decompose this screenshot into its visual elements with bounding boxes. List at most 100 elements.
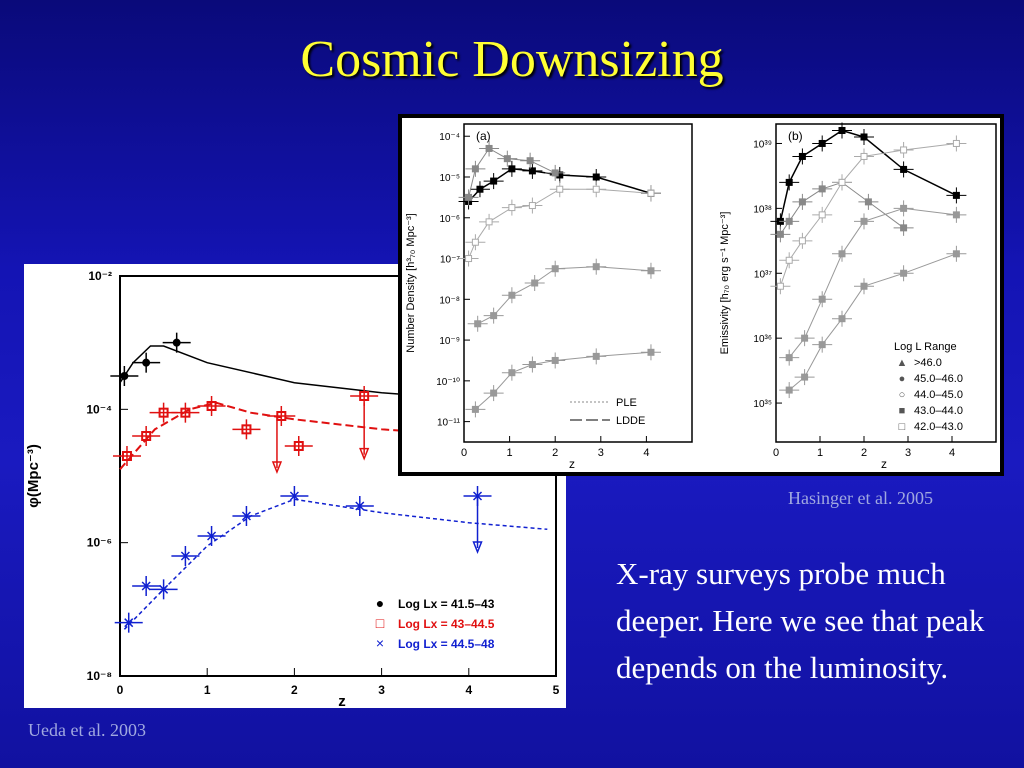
caption-ueda: Ueda et al. 2003	[28, 720, 146, 740]
ueda-xtick-label: 2	[291, 683, 298, 697]
panel-a-point	[528, 202, 536, 210]
panel-b-point	[776, 282, 784, 290]
panel-a-label: (a)	[476, 129, 491, 143]
panel-b-point	[900, 204, 908, 212]
panel-a-point	[490, 312, 498, 320]
ueda-point	[172, 338, 181, 347]
panel-a-point	[465, 193, 473, 201]
panel-a-point	[551, 265, 559, 273]
ueda-ytick-label: 10⁻⁴	[86, 402, 112, 416]
ueda-ytick-label: 10⁻⁶	[87, 536, 112, 550]
panel-b-point	[798, 152, 806, 160]
ueda-chart: 0 1 2 3 4 5 10⁻² 10⁻⁴ 10⁻⁶ 10⁻⁸ z φ(Mpc⁻³) ● Log L…	[25, 269, 560, 710]
panel-b-point	[952, 250, 960, 258]
panel-b-ytick-label: 10³⁵	[753, 399, 772, 410]
ueda-point	[120, 372, 129, 380]
panel-b-point	[818, 295, 826, 303]
panel-a-point	[531, 279, 539, 287]
panel-b-xtick-label: 1	[817, 447, 823, 459]
ueda-model-line	[123, 498, 548, 630]
panel-a-ytick-label: 10⁻¹¹	[437, 418, 461, 429]
ueda-point	[141, 581, 151, 591]
panel-b-point	[838, 250, 846, 258]
ueda-plot-frame	[119, 275, 557, 677]
ueda-point	[159, 584, 169, 594]
panel-b-point	[818, 185, 826, 193]
ueda-point	[355, 501, 365, 511]
ueda-ylabel: φ(Mpc⁻³)	[25, 444, 42, 508]
panel-a-ytick-label: 10⁻¹⁰	[436, 377, 460, 388]
panel-b-point	[838, 126, 846, 134]
panel-b-legend-marker: ■	[899, 405, 906, 417]
panel-b-point	[785, 354, 793, 362]
panel-a-point	[528, 167, 536, 175]
panel-a-point	[471, 238, 479, 246]
ueda-legend-label: Log Lx = 43–44.5	[398, 617, 495, 631]
ueda-point	[141, 431, 152, 441]
panel-a-point	[474, 320, 482, 328]
ueda-legend-marker: □	[376, 615, 385, 631]
ueda-point	[180, 551, 190, 561]
panel-a-point	[592, 185, 600, 193]
ueda-legend-label: Log Lx = 41.5–43	[398, 597, 495, 611]
ueda-point	[180, 407, 191, 418]
panel-b-point	[952, 191, 960, 199]
hasinger-chart: (a) Number Density [h³₇₀ Mpc⁻³] z 0 1 2 3 4 1…	[402, 118, 1000, 472]
panel-b-point	[900, 165, 908, 173]
panel-a-point	[592, 263, 600, 271]
panel-a-point	[465, 255, 473, 263]
panel-b-point	[818, 139, 826, 147]
panel-b-ytick-label: 10³⁶	[753, 334, 772, 345]
panel-b-point	[900, 224, 908, 232]
body-text: X-ray surveys probe much deeper. Here we…	[616, 556, 985, 685]
panel-a-xtick-label: 1	[507, 447, 513, 459]
panel-a-point	[551, 169, 559, 177]
panel-b-point	[818, 341, 826, 349]
panel-b-point	[818, 211, 826, 219]
panel-b-xlabel: z	[881, 457, 887, 471]
ueda-xtick-label: 4	[465, 683, 472, 697]
panel-b-point	[801, 334, 809, 342]
panel-a-point	[508, 165, 516, 173]
panel-b-legend-marker: ▲	[897, 357, 908, 369]
panel-a-point	[508, 204, 516, 212]
ueda-point	[142, 358, 151, 367]
ueda-upper-limit-arrow	[472, 541, 483, 555]
panel-a-ylabel: Number Density [h³₇₀ Mpc⁻³]	[405, 213, 417, 352]
ueda-point	[293, 441, 304, 451]
ueda-xtick-label: 3	[378, 683, 385, 697]
panel-b-legend-label: 44.0–45.0	[914, 389, 963, 401]
ueda-upper-limit-arrow	[271, 461, 283, 475]
panel-b-point	[860, 152, 868, 160]
panel-a-point	[485, 218, 493, 226]
panel-b-xtick-label: 4	[949, 447, 955, 459]
panel-b-legend-label: >46.0	[914, 357, 942, 369]
panel-b-point	[798, 198, 806, 206]
ueda-legend-label: Log Lx = 44.5–48	[398, 637, 495, 651]
panel-b-series-line	[779, 129, 957, 222]
panel-a-point	[647, 267, 655, 275]
panel-b-label: (b)	[788, 129, 803, 143]
panel-a-series-line	[468, 147, 556, 198]
panel-a-ytick-label: 10⁻⁶	[439, 214, 460, 225]
ueda-ytick-label: 10⁻²	[88, 269, 112, 283]
panel-b-point	[801, 373, 809, 381]
panel-b-point	[860, 133, 868, 141]
panel-a-point	[508, 369, 516, 377]
ueda-xtick-label: 0	[117, 683, 124, 697]
panel-a-legend: PLE LDDE	[570, 397, 645, 427]
panel-a-point	[471, 165, 479, 173]
slide-title: Cosmic Downsizing	[300, 31, 724, 88]
ueda-xtick-label: 1	[204, 683, 211, 697]
ueda-point	[289, 491, 299, 501]
panel-a-point	[528, 361, 536, 369]
panel-a-xtick-label: 3	[598, 447, 604, 459]
svg-text:LDDE: LDDE	[616, 415, 645, 427]
ueda-ytick-label: 10⁻⁸	[87, 669, 112, 683]
panel-b-legend-label: 45.0–46.0	[914, 373, 963, 385]
panel-a-frame	[463, 123, 693, 443]
panel-b-point	[785, 178, 793, 186]
panel-a-point	[471, 405, 479, 413]
panel-b-point	[838, 315, 846, 323]
panel-b-point	[900, 146, 908, 154]
